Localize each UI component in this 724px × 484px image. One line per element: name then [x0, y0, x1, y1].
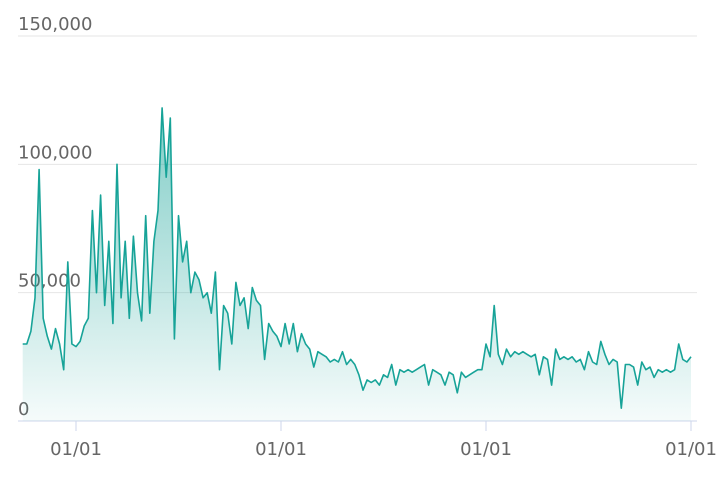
y-tick-label: 100,000	[18, 142, 92, 163]
area-fill	[22, 107, 691, 422]
x-tick-label: 01/01	[50, 439, 102, 460]
y-tick-label: 50,000	[18, 271, 81, 292]
x-tick-label: 01/01	[255, 439, 307, 460]
line	[22, 107, 692, 409]
y-tick-label: 150,000	[18, 14, 92, 35]
x-tick-label: 01/01	[665, 439, 717, 460]
x-tick-label: 01/01	[460, 439, 512, 460]
